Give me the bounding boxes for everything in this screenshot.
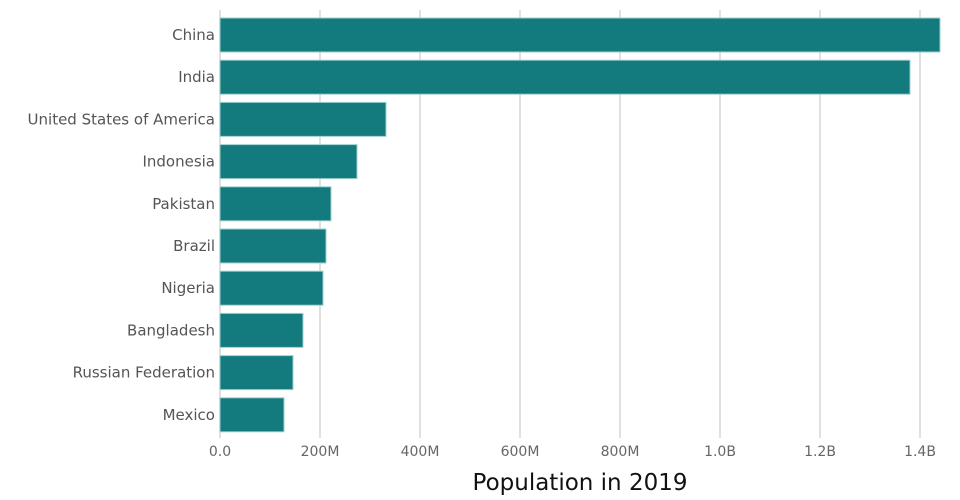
x-tick-label: 200M bbox=[301, 444, 340, 460]
bar bbox=[219, 101, 387, 137]
bar bbox=[219, 397, 285, 433]
category-label: Pakistan bbox=[152, 195, 215, 213]
category-label: Brazil bbox=[173, 237, 215, 255]
bar bbox=[219, 228, 327, 264]
bar bbox=[219, 17, 941, 53]
category-label: Mexico bbox=[163, 406, 215, 424]
category-label: India bbox=[178, 68, 215, 86]
category-label: United States of America bbox=[28, 110, 215, 128]
bar bbox=[219, 144, 358, 180]
bar bbox=[219, 270, 324, 306]
x-tick-label: 400M bbox=[401, 444, 440, 460]
x-tick-label: 600M bbox=[501, 444, 540, 460]
x-axis-title: Population in 2019 bbox=[473, 470, 688, 496]
category-label: Bangladesh bbox=[127, 321, 215, 339]
bar bbox=[219, 186, 332, 222]
x-tick-label: 1.4B bbox=[904, 444, 936, 460]
x-tick-label: 800M bbox=[601, 444, 640, 460]
bar bbox=[219, 312, 304, 348]
category-label: China bbox=[172, 26, 215, 44]
x-tick-label: 1.2B bbox=[804, 444, 836, 460]
category-label: Russian Federation bbox=[73, 364, 215, 382]
category-label: Indonesia bbox=[142, 153, 215, 171]
x-tick-label: 1.0B bbox=[704, 444, 736, 460]
x-tick-label: 0.0 bbox=[209, 444, 231, 460]
bar bbox=[219, 59, 911, 95]
category-labels: China India United States of America Indone… bbox=[28, 26, 215, 424]
x-tick-labels: 0.0 200M 400M 600M 800M 1.0B 1.2B 1.4B bbox=[209, 444, 936, 460]
category-label: Nigeria bbox=[161, 279, 215, 297]
bars bbox=[219, 17, 941, 433]
bar bbox=[219, 355, 294, 391]
